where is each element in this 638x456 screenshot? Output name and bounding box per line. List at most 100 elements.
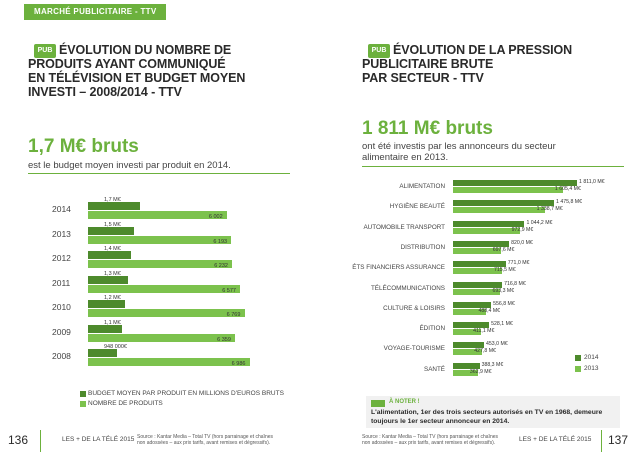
bar-2013 <box>453 369 478 376</box>
left-title-line-1: ÉVOLUTION DU NOMBRE DE <box>59 43 232 57</box>
left-source-line-1: Source : Kantar Media – Total TV (hors p… <box>137 434 274 440</box>
value-2013-label: 715,5 M€ <box>493 267 516 274</box>
left-title-line-4: INVESTI – 2008/2014 - TTV <box>28 85 182 99</box>
sector-label: DISTRIBUTION <box>400 243 445 251</box>
value-2014-label: 556,8 M€ <box>493 300 515 307</box>
products-bar <box>88 333 236 342</box>
left-page-number: 136 <box>8 433 29 447</box>
year-label: 2014 <box>52 204 71 214</box>
pub-badge-left: PUB <box>34 44 56 58</box>
sector-label: TÉLÉCOMMUNICATIONS <box>370 284 445 292</box>
legend-2013-swatch <box>575 366 581 372</box>
value-2013-label: 693,3 M€ <box>492 287 515 294</box>
left-source-line-2: non adossées – aux prix tarifs, avant re… <box>137 440 271 446</box>
bar-2014 <box>453 200 555 207</box>
note-line-1: L'alimentation, 1er des trois secteurs a… <box>371 409 603 416</box>
products-value-label: 6 577 <box>222 287 236 294</box>
bar-2013 <box>453 207 545 214</box>
pub-badge-right: PUB <box>368 44 390 58</box>
legend-budget-swatch <box>80 391 86 397</box>
products-bar <box>88 260 233 268</box>
products-bar <box>88 358 250 366</box>
products-bar <box>88 211 227 219</box>
right-highlight-sub-2: alimentaire en 2013. <box>362 152 449 163</box>
right-title-line-3: PAR SECTEUR - TTV <box>362 71 484 85</box>
sector-label: VOYAGE-TOURISME <box>383 345 445 353</box>
value-2013-label: 488,4 M€ <box>478 307 501 314</box>
value-2014-label: 1 475,8 M€ <box>556 199 583 206</box>
sector-label: ÉDITION <box>419 325 445 333</box>
value-2014-label: 771,0 M€ <box>507 260 530 267</box>
products-value-label: 6 986 <box>231 361 246 367</box>
sector-label: SANTÉ <box>424 365 445 373</box>
value-2014-label: 453,0 M€ <box>486 341 508 348</box>
value-2014-label: 716,8 M€ <box>504 280 526 287</box>
bar-2014 <box>453 261 506 268</box>
legend-2013-label: 2013 <box>584 365 599 372</box>
sector-label: HYGIÈNE BEAUTÉ <box>389 203 445 211</box>
left-highlight-sub: est le budget moyen investi par produit … <box>28 160 231 171</box>
year-label: 2008 <box>52 351 71 361</box>
products-value-label: 6 232 <box>214 263 228 269</box>
note-line-2: toujours le 1er secteur annonceur en 201… <box>371 418 510 425</box>
value-2013-label: 697,6 M€ <box>492 246 515 253</box>
value-2013-label: 1 338,7 M€ <box>536 206 563 213</box>
legend-2014-swatch <box>575 355 581 361</box>
budget-bar <box>88 324 122 333</box>
value-2014-label: 388,3 M€ <box>481 361 504 368</box>
bar-2013 <box>453 308 487 315</box>
sector-label: ALIMENTATION <box>399 183 445 190</box>
year-label: 2009 <box>52 326 71 337</box>
section-tag: MARCHÉ PUBLICITAIRE - TTV <box>24 4 167 20</box>
value-2013-label: 427,8 M€ <box>474 348 496 355</box>
left-footer-source: Source : Kantar Media – Total TV (hors p… <box>137 434 287 446</box>
bar-2013 <box>453 187 563 193</box>
year-label: 2011 <box>52 277 71 288</box>
budget-bar <box>88 349 117 357</box>
value-2013-label: 972,9 M€ <box>511 226 534 233</box>
bar-2014 <box>453 342 485 349</box>
right-highlight: 1 811 M€ bruts <box>362 118 493 139</box>
bar-2014 <box>453 362 480 369</box>
value-2013-label: 411,1 M€ <box>473 328 495 335</box>
bar-2013 <box>453 247 501 254</box>
legend-products-label: NOMBRE DE PRODUITS <box>88 400 163 407</box>
products-value-label: 6 769 <box>226 312 241 318</box>
year-label: 2013 <box>52 228 71 239</box>
bar-2014 <box>453 180 577 186</box>
bar-2014 <box>453 281 503 288</box>
sector-label: ÉTS FINANCIERS ASSURANCE <box>352 264 445 272</box>
right-source-line-1: Source : Kantar Media – Total TV (hors p… <box>362 434 499 440</box>
value-2014-label: 820,0 M€ <box>511 239 533 246</box>
value-2013-label: 362,9 M€ <box>469 368 492 375</box>
year-label: 2010 <box>52 302 71 312</box>
bar-2013 <box>453 329 482 336</box>
bar-2013 <box>453 227 520 234</box>
bar-2013 <box>453 349 483 356</box>
right-title-line-1: ÉVOLUTION DE LA PRESSION <box>393 43 573 57</box>
value-2013-label: 1 605,4 M€ <box>554 186 581 192</box>
budget-value-label: 1,2 M€ <box>104 295 121 301</box>
left-title-line-3: EN TÉLÉVISION ET BUDGET MOYEN <box>28 71 246 85</box>
left-title-line-2: PRODUITS AYANT COMMUNIQUÉ <box>28 57 226 71</box>
note-tag-icon <box>371 400 385 407</box>
legend-2014-label: 2014 <box>584 354 599 361</box>
products-value-label: 6 002 <box>208 214 223 220</box>
right-footer-separator <box>601 430 602 452</box>
left-highlight: 1,7 M€ bruts <box>28 136 139 157</box>
left-footer-brand: LES + DE LA TÉLÉ 2015 <box>62 436 135 443</box>
sector-label: AUTOMOBILE TRANSPORT <box>363 223 445 231</box>
bar-2014 <box>453 322 490 329</box>
left-divider <box>28 173 290 174</box>
budget-value-label: 948 000€ <box>104 344 127 350</box>
products-value-label: 6 193 <box>213 238 228 245</box>
budget-bar <box>88 251 131 259</box>
right-divider <box>362 166 624 167</box>
right-title-line-2: PUBLICITAIRE BRUTE <box>362 57 494 71</box>
bar-2013 <box>453 268 502 275</box>
budget-value-label: 1,5 M€ <box>104 221 121 228</box>
value-2014-label: 1 044,2 M€ <box>526 219 553 226</box>
products-bar <box>88 309 245 317</box>
value-2014-label: 1 811,0 M€ <box>579 179 605 185</box>
sector-label: CULTURE & LOISIRS <box>383 304 445 312</box>
